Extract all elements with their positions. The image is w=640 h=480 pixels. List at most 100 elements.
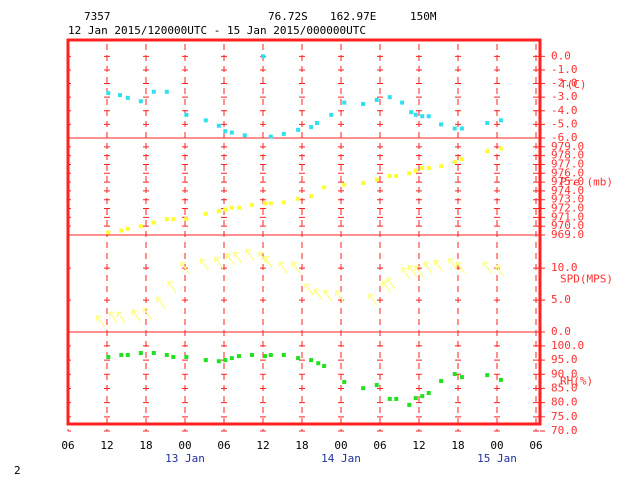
data-point: [229, 205, 234, 210]
y-tick-label: 975.0: [551, 175, 584, 188]
data-point: [407, 171, 412, 176]
longitude: 162.97E: [330, 10, 376, 23]
data-point: [413, 112, 418, 117]
data-point: [229, 130, 234, 135]
y-tick-label: 977.0: [551, 157, 584, 170]
data-point: [387, 396, 392, 401]
data-point: [106, 230, 111, 235]
wind-arrow: [233, 251, 243, 264]
data-point: [426, 165, 431, 170]
data-point: [452, 371, 457, 376]
data-point: [459, 375, 464, 380]
data-point: [223, 358, 228, 363]
data-point: [498, 118, 503, 123]
y-tick-label: 0.0: [551, 325, 571, 338]
data-point: [249, 352, 254, 357]
data-point: [151, 89, 156, 94]
elevation: 150M: [410, 10, 437, 23]
y-tick-label: 970.0: [551, 219, 584, 232]
data-point: [229, 356, 234, 361]
x-tick-label: 06: [61, 439, 74, 452]
data-point: [413, 168, 418, 173]
data-point: [498, 377, 503, 382]
wind-arrow: [401, 267, 411, 280]
wind-arrow: [245, 248, 255, 261]
data-point: [409, 110, 414, 115]
y-tick-label: -1.0: [551, 63, 578, 76]
data-point: [459, 157, 464, 162]
wind-arrow: [263, 255, 273, 268]
y-tick-label: 95.0: [551, 353, 578, 366]
y-tick-label: 100.0: [551, 339, 584, 352]
data-point: [138, 99, 143, 104]
data-point: [394, 396, 399, 401]
data-point: [459, 126, 464, 131]
data-point: [420, 394, 425, 399]
wind-arrow: [433, 259, 444, 272]
y-tick-label: -5.0: [551, 117, 578, 130]
data-point: [106, 354, 111, 359]
data-point: [268, 201, 273, 206]
data-point: [281, 200, 286, 205]
wind-arrow: [291, 261, 301, 274]
y-axis-label: Pre (mb): [560, 176, 613, 189]
data-point: [268, 134, 273, 139]
x-tick-label: 12: [412, 439, 425, 452]
wind-arrow: [313, 288, 323, 301]
data-point: [387, 173, 392, 178]
data-point: [413, 396, 418, 401]
wind-arrow: [116, 311, 126, 324]
y-tick-label: 979.0: [551, 140, 584, 153]
data-point: [203, 358, 208, 363]
date-label: 13 Jan: [165, 452, 205, 465]
data-point: [171, 217, 176, 222]
data-point: [439, 379, 444, 384]
wind-arrow: [368, 293, 378, 306]
wind-arrow: [495, 264, 505, 277]
x-tick-label: 06: [373, 439, 386, 452]
data-point: [309, 358, 314, 363]
y-tick-label: 969.0: [551, 228, 584, 241]
period: 12 Jan 2015/120000UTC - 15 Jan 2015/0000…: [68, 24, 366, 37]
data-point: [106, 91, 111, 96]
y-tick-label: 70.0: [551, 424, 578, 437]
wind-arrow: [131, 309, 141, 322]
data-point: [151, 220, 156, 225]
data-point: [361, 101, 366, 106]
wind-arrow: [95, 315, 106, 328]
data-point: [216, 123, 221, 128]
data-point: [164, 217, 169, 222]
data-point: [452, 159, 457, 164]
y-tick-label: 80.0: [551, 396, 578, 409]
data-point: [296, 356, 301, 361]
data-point: [236, 354, 241, 359]
wind-arrow: [167, 280, 177, 293]
data-point: [138, 224, 143, 229]
date-label: 14 Jan: [321, 452, 361, 465]
data-point: [309, 125, 314, 130]
wind-arrow: [455, 261, 466, 274]
data-point: [485, 121, 490, 126]
data-point: [316, 361, 321, 366]
x-tick-label: 00: [178, 439, 191, 452]
y-tick-label: 973.0: [551, 193, 584, 206]
wind-arrow: [414, 265, 424, 278]
data-point: [420, 114, 425, 119]
wind-arrow: [142, 307, 152, 320]
data-point: [374, 383, 379, 388]
data-point: [262, 201, 267, 206]
wind-arrow: [423, 261, 433, 274]
wind-arrow: [448, 257, 458, 270]
data-point: [125, 95, 130, 100]
wind-arrow: [278, 261, 288, 274]
data-point: [125, 352, 130, 357]
y-axis-label: T(C): [560, 78, 587, 91]
data-point: [407, 402, 412, 407]
y-tick-label: 0.0: [551, 49, 571, 62]
data-point: [203, 211, 208, 216]
x-tick-label: 18: [451, 439, 464, 452]
data-point: [216, 359, 221, 364]
data-point: [485, 149, 490, 154]
data-point: [216, 209, 221, 214]
data-point: [236, 205, 241, 210]
